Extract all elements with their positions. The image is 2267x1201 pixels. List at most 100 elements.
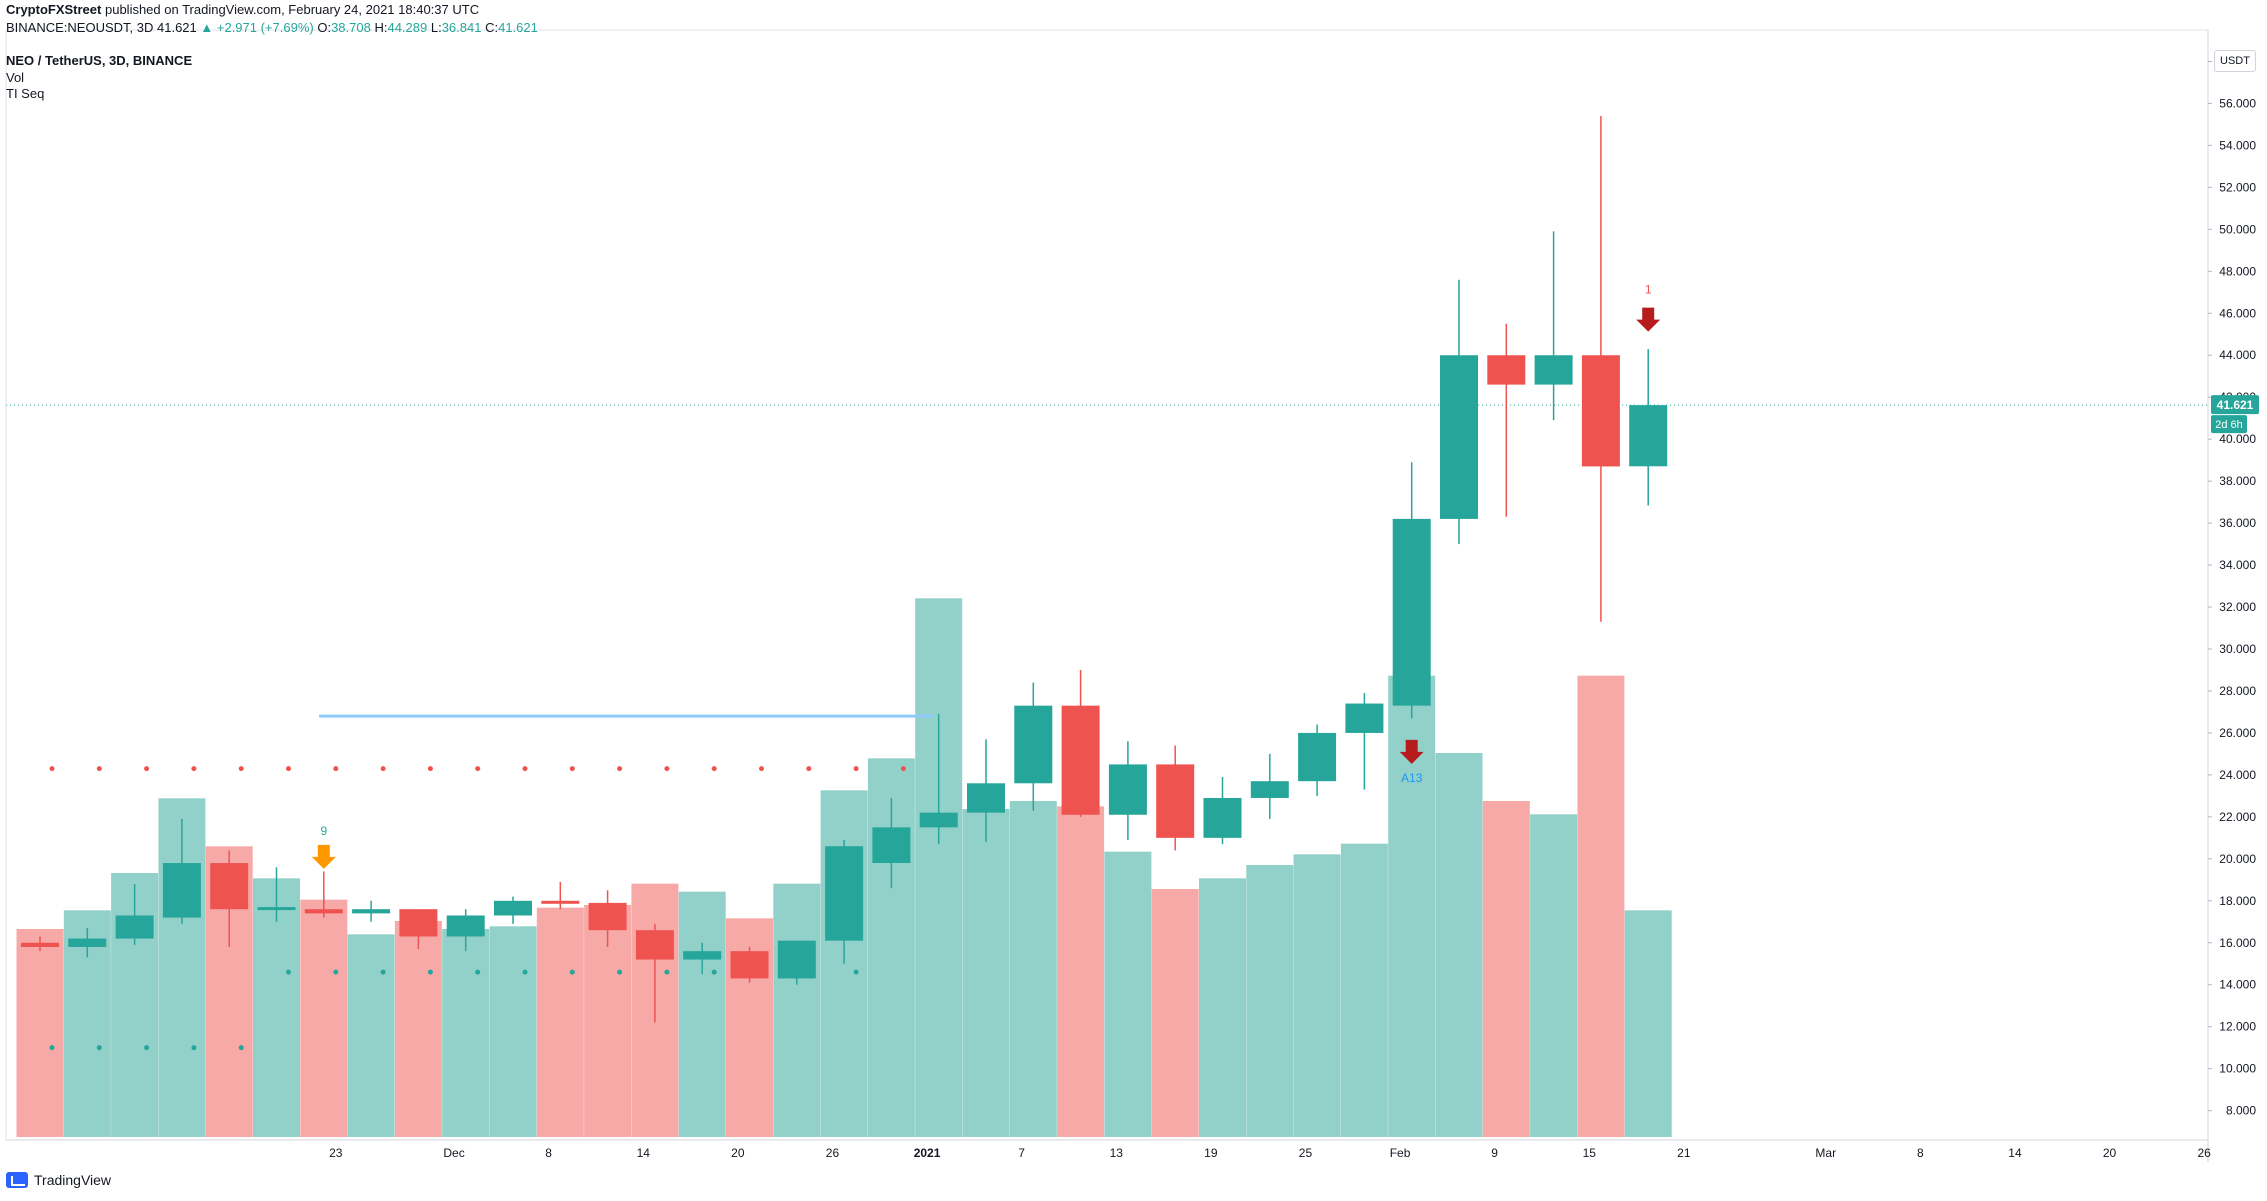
candle-body [1534,355,1573,385]
y-tick-label: 44.000 [2219,348,2256,362]
x-tick-label: Mar [1815,1146,1836,1160]
candle-body [872,827,911,864]
td-sell-dot [191,766,197,772]
publisher-name[interactable]: CryptoFXStreet [6,2,102,17]
volume-bar [1624,910,1672,1137]
volume-indicator-label[interactable]: Vol [6,70,25,85]
candle-body [588,902,627,931]
volume-bar [1340,843,1388,1137]
volume-bar [1199,878,1246,1137]
td-buy-dot [569,969,575,975]
volume-bar [678,891,726,1137]
y-tick-label: 20.000 [2219,852,2256,866]
x-tick-label: 20 [731,1146,745,1160]
current-price-badge [2211,395,2259,415]
candle-body [1629,405,1668,467]
volume-bar [1104,851,1152,1137]
volume-bar [1293,854,1341,1137]
open-label: O: [317,20,332,35]
td-buy-dot [49,1045,55,1051]
pair-title: NEO / TetherUS, 3D, BINANCE [6,53,193,68]
signal-arrow-icon [1636,307,1661,332]
volume-bar [300,899,348,1137]
candle-body [1108,764,1147,815]
y-tick-label: 38.000 [2219,474,2256,488]
volume-bar [442,929,490,1137]
tradingview-logo-icon [6,1172,28,1188]
x-tick-label: 26 [826,1146,840,1160]
td-sell-dot [380,766,386,772]
volume-bar [347,934,395,1137]
td-sell-dot [333,766,339,772]
td-buy-dot [427,969,433,975]
volume-bar [1482,801,1530,1137]
td-sell-dot [664,766,670,772]
candle-body [494,900,532,916]
ti-seq-indicator-label[interactable]: TI Seq [6,86,45,101]
current-price-badge-text: 41.621 [2217,398,2254,412]
candle-body [919,812,958,828]
x-tick-label: 8 [545,1146,552,1160]
td-buy-dot [853,969,859,975]
candle-body [446,915,485,937]
publish-line: CryptoFXStreet published on TradingView.… [6,2,479,17]
volume-bar [773,883,821,1137]
candle-body [1203,797,1242,838]
td-buy-dot [96,1045,102,1051]
x-tick-label: Dec [443,1146,464,1160]
td-sell-dot [427,766,433,772]
candle-body [1298,732,1337,782]
volume-bar [489,926,537,1137]
volume-bar [1151,889,1199,1137]
signal-label: A13 [1401,771,1423,785]
candle-body [1061,705,1100,815]
td-sell-dot [853,766,859,772]
volume-bar [536,907,584,1137]
candle-body [115,915,154,939]
td-buy-dot [286,969,291,975]
candle-body [541,900,580,904]
volume-bar [962,809,1010,1137]
y-tick-label: 46.000 [2219,306,2256,320]
x-tick-label: Feb [1390,1146,1411,1160]
x-tick-label: 20 [2103,1146,2117,1160]
y-tick-label: 50.000 [2219,222,2256,236]
td-buy-dot [522,969,528,975]
candle-body [777,940,816,979]
countdown-badge-text: 2d 6h [2215,419,2243,431]
volume-bar [1057,806,1105,1137]
y-tick-label: 18.000 [2219,894,2256,908]
y-tick-label: 56.000 [2219,96,2256,110]
candle-body [1440,355,1478,519]
y-tick-label: 36.000 [2219,516,2256,530]
td-sell-dot [96,766,102,772]
volume-bar [16,929,64,1137]
y-tick-label: 40.000 [2219,432,2256,446]
x-tick-label: 7 [1018,1146,1025,1160]
close-value: 41.621 [498,20,538,35]
volume-bar [1530,814,1578,1137]
volume-bar [915,598,963,1137]
y-tick-label: 34.000 [2219,558,2256,572]
td-sell-dot [238,766,244,772]
td-buy-dot [711,969,717,975]
x-tick-label: 14 [2008,1146,2022,1160]
footer-brand[interactable]: TradingView [6,1172,111,1188]
y-tick-label: 22.000 [2219,810,2256,824]
x-tick-label: 2021 [914,1146,941,1160]
x-tick-label: 8 [1917,1146,1924,1160]
candle-body [1156,764,1195,838]
td-buy-dot [333,969,339,975]
y-tick-label: 28.000 [2219,684,2256,698]
currency-unit-button[interactable]: USDT [2214,50,2256,72]
volume-bar [1435,753,1483,1137]
candle-body [825,846,864,941]
td-sell-dot [617,766,623,772]
y-tick-label: 30.000 [2219,642,2256,656]
volume-bar [1009,801,1057,1137]
td-sell-dot [144,766,150,772]
price-change: ▲ +2.971 (+7.69%) [200,20,314,35]
y-tick-label: 52.000 [2219,180,2256,194]
candle-body [730,951,769,979]
